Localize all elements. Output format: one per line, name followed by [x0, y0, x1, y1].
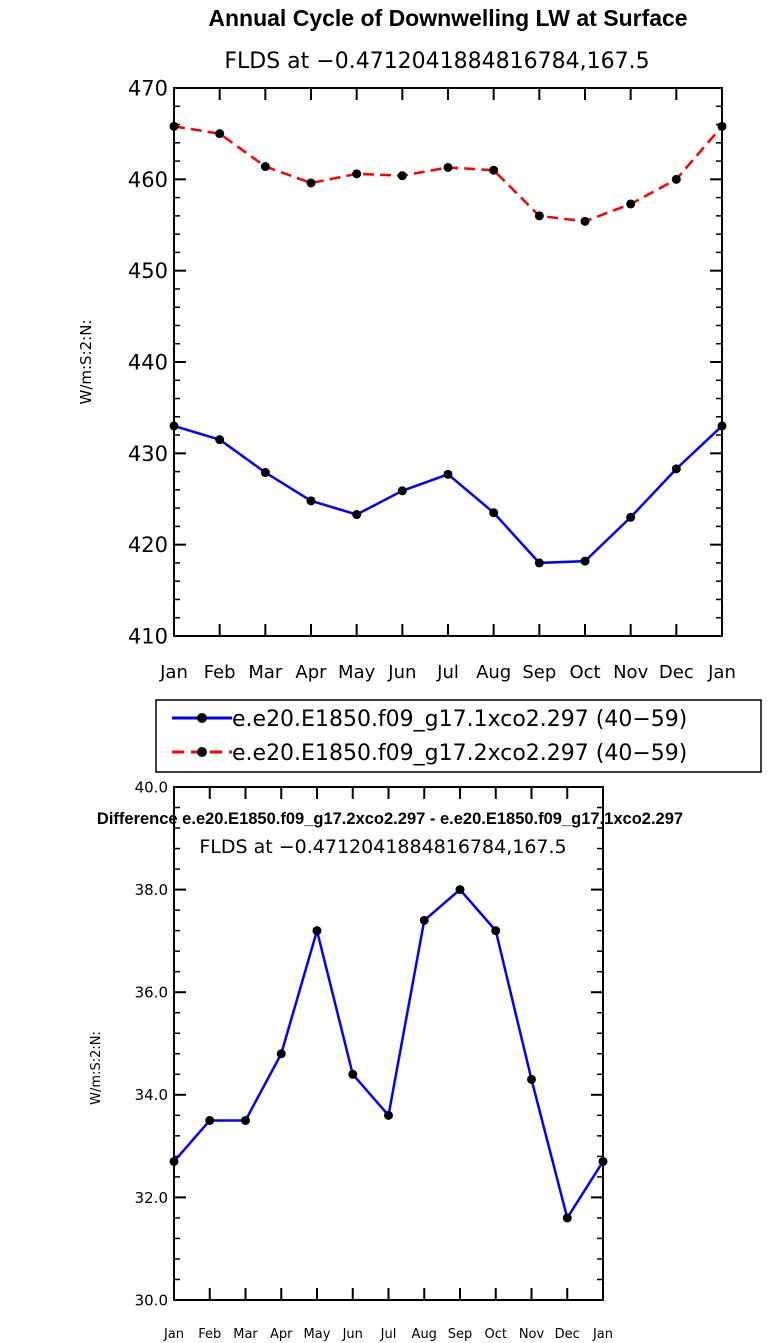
- y-tick-label: 430: [128, 442, 168, 466]
- chart1-legend: e.e20.E1850.f09_g17.1xco2.297 (40−59) e.…: [155, 699, 762, 773]
- x-tick-label: Sep: [448, 1327, 473, 1342]
- chart-annual-cycle: Annual Cycle of Downwelling LW at Surfac…: [77, 5, 762, 773]
- series-point: [489, 508, 499, 518]
- y-tick-label: 440: [128, 351, 168, 375]
- series-point: [671, 174, 681, 184]
- y-tick-label: 32.0: [135, 1189, 168, 1207]
- y-tick-label: 470: [128, 77, 168, 101]
- chart1-x-tick-labels: Jan Feb Mar Apr May Jun Jul Aug Sep Oct Nov Dec Jan: [159, 662, 736, 683]
- x-tick-label: Jan: [707, 662, 736, 683]
- y-tick-label: 420: [128, 533, 168, 557]
- chart2-ylabel: W/m:S:2:N:: [89, 1031, 104, 1105]
- chart2-subtitle: FLDS at −0.4712041884816784,167.5: [199, 836, 566, 858]
- x-tick-label: May: [304, 1327, 331, 1342]
- y-tick-label: 36.0: [135, 984, 168, 1002]
- legend-marker-1xco2: [197, 713, 207, 723]
- series-point: [260, 468, 270, 478]
- series-point: [580, 556, 590, 566]
- series-line: [173, 125, 723, 223]
- x-tick-label: Feb: [198, 1327, 221, 1342]
- x-tick-label: Jun: [342, 1327, 363, 1342]
- chart1-y-tick-labels: 410 420 430 440 450 460 470: [128, 77, 168, 649]
- x-tick-label: Aug: [476, 662, 511, 683]
- x-tick-label: Jul: [436, 662, 459, 683]
- series-point: [352, 169, 362, 179]
- series-point: [489, 165, 499, 175]
- series-point: [455, 885, 465, 895]
- x-tick-label: Aug: [412, 1327, 437, 1342]
- series-point: [491, 926, 501, 936]
- series-point: [352, 510, 362, 520]
- series-point: [241, 1115, 250, 1125]
- x-tick-label: Mar: [233, 1327, 258, 1342]
- chart2-plot-frame: [173, 786, 604, 1301]
- x-tick-label: Jan: [592, 1327, 613, 1342]
- x-tick-label: Nov: [519, 1327, 545, 1342]
- chart1-title: Annual Cycle of Downwelling LW at Surfac…: [208, 5, 687, 31]
- x-tick-label: Oct: [569, 662, 600, 683]
- x-tick-label: Feb: [204, 662, 236, 683]
- series-point: [443, 162, 453, 172]
- legend-label-1xco2: e.e20.E1850.f09_g17.1xco2.297 (40−59): [232, 707, 687, 732]
- y-tick-label: 450: [128, 259, 168, 283]
- series-point: [580, 216, 590, 226]
- chart1-ylabel: W/m:S:2:N:: [77, 320, 95, 405]
- series-point: [215, 129, 225, 139]
- legend-box: [155, 699, 762, 773]
- series-point: [534, 211, 544, 221]
- y-tick-label: 40.0: [135, 778, 168, 796]
- x-tick-label: Apr: [295, 662, 327, 683]
- chart2-y-tick-labels: 30.0 32.0 34.0 36.0 38.0 40.0: [135, 778, 168, 1309]
- y-tick-label: 34.0: [135, 1086, 168, 1104]
- x-tick-label: Jun: [387, 662, 416, 683]
- x-tick-label: Jul: [380, 1327, 397, 1342]
- chart2-x-tick-labels: Jan Feb Mar Apr May Jun Jul Aug Sep Oct Nov Dec Jan: [163, 1327, 613, 1342]
- chart-difference: Difference e.e20.E1850.f09_g17.2xco2.297…: [89, 778, 683, 1342]
- chart1-subtitle: FLDS at −0.4712041884816784,167.5: [224, 49, 649, 74]
- legend-marker-2xco2: [197, 747, 207, 757]
- x-tick-label: Oct: [485, 1327, 507, 1342]
- series-line: [173, 887, 605, 1222]
- x-tick-label: Jan: [163, 1327, 184, 1342]
- legend-label-2xco2: e.e20.E1850.f09_g17.2xco2.297 (40−59): [232, 741, 687, 766]
- x-tick-label: Dec: [555, 1327, 580, 1342]
- series-point: [205, 1115, 215, 1125]
- series-point: [626, 512, 636, 522]
- chart1-plot-frame: [173, 87, 723, 637]
- x-tick-label: Dec: [659, 662, 694, 683]
- series-point: [562, 1213, 572, 1223]
- series-point: [384, 1110, 393, 1120]
- chart2-series: [169, 885, 608, 1223]
- x-tick-label: Apr: [270, 1327, 293, 1342]
- chart2-title: Difference e.e20.E1850.f09_g17.2xco2.297…: [97, 810, 683, 828]
- series-point: [534, 558, 544, 568]
- x-tick-label: Mar: [248, 662, 283, 683]
- series-point: [312, 926, 322, 936]
- series-point: [671, 464, 681, 474]
- x-tick-label: May: [338, 662, 376, 683]
- chart1-series: [169, 121, 727, 568]
- x-tick-label: Nov: [613, 662, 648, 683]
- series-point: [397, 486, 407, 496]
- series-point: [397, 171, 407, 181]
- series-point: [260, 162, 270, 172]
- y-tick-label: 30.0: [135, 1291, 168, 1309]
- series-point: [306, 496, 316, 506]
- chart2-axis-ticks: [173, 786, 604, 1301]
- series-point: [527, 1074, 536, 1084]
- x-tick-label: Jan: [159, 662, 188, 683]
- series-point: [215, 435, 225, 445]
- y-tick-label: 410: [128, 625, 168, 649]
- series-point: [348, 1069, 358, 1079]
- series-point: [276, 1049, 286, 1059]
- series-point: [443, 469, 453, 479]
- series-line: [173, 424, 723, 565]
- y-tick-label: 38.0: [135, 881, 168, 899]
- y-tick-label: 460: [128, 168, 168, 192]
- series-point: [419, 915, 429, 925]
- series-point: [626, 199, 636, 209]
- series-point: [306, 178, 316, 188]
- x-tick-label: Sep: [522, 662, 556, 683]
